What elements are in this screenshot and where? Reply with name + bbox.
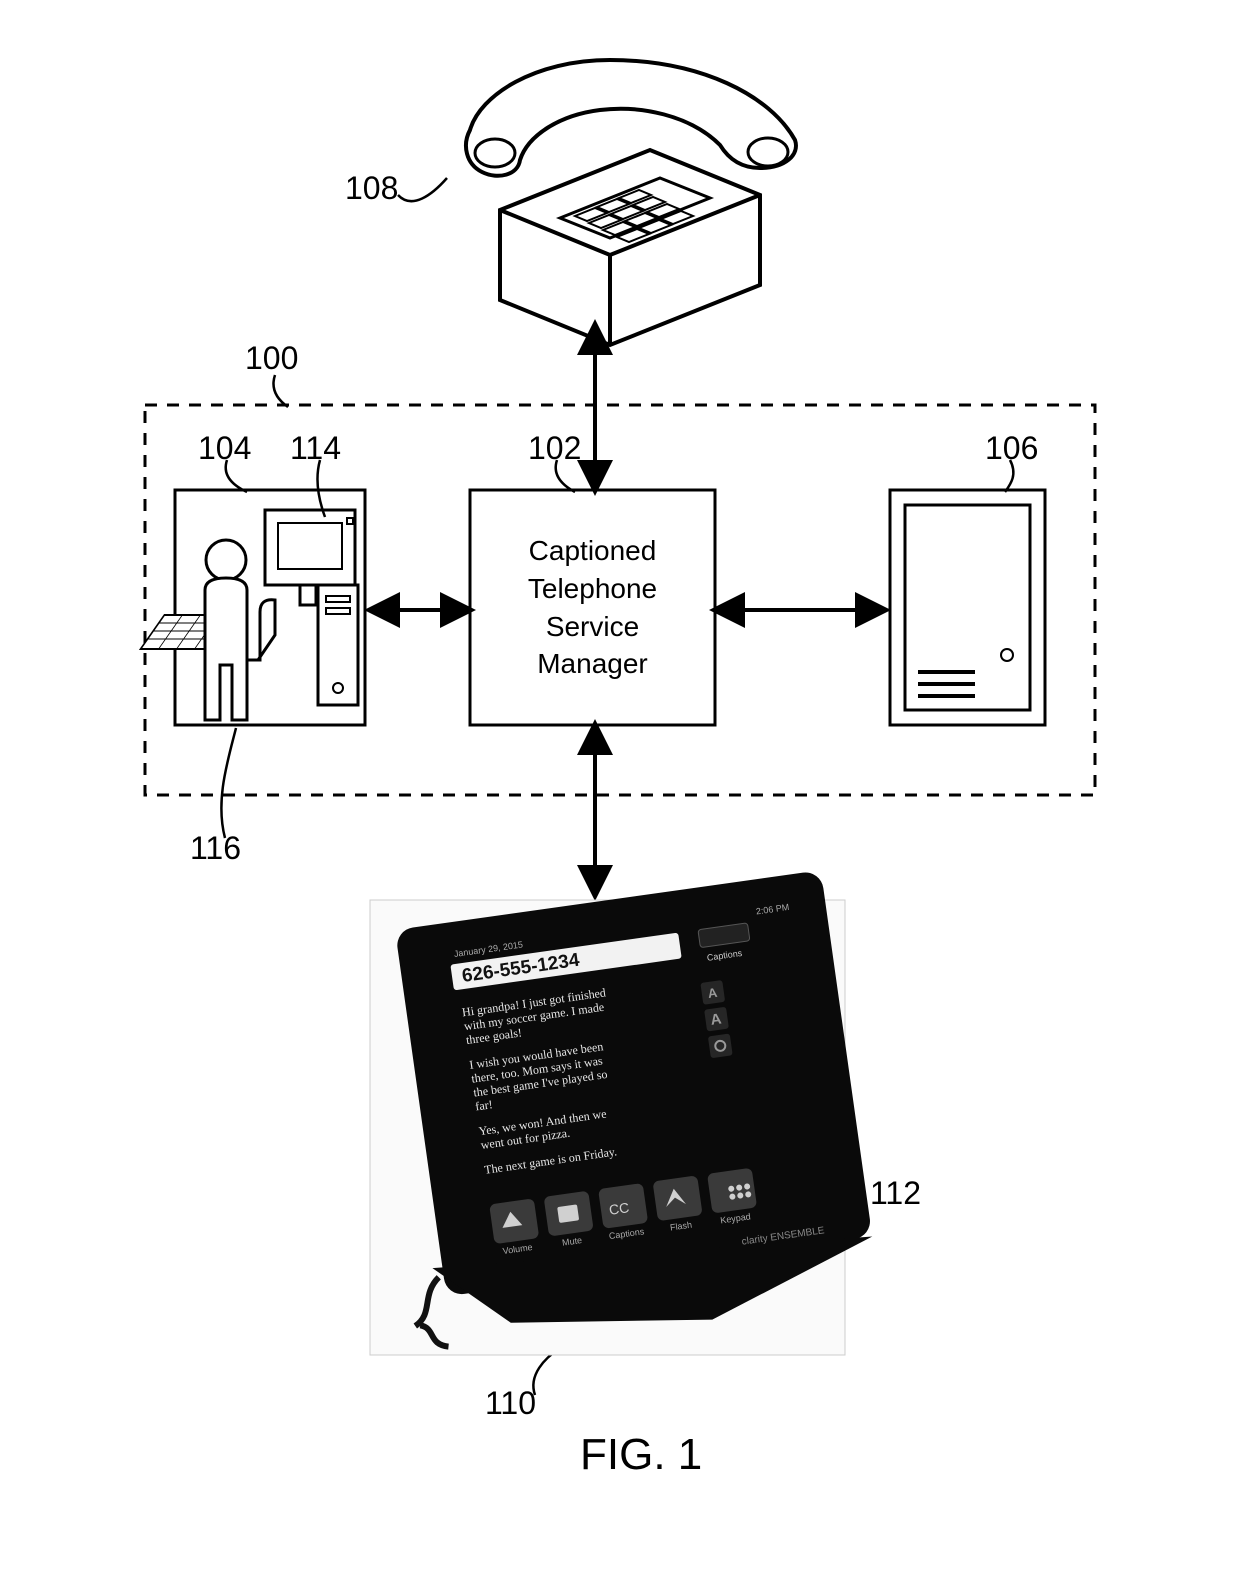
label-116: 116 bbox=[190, 830, 241, 867]
label-114: 114 bbox=[290, 430, 341, 467]
svg-text:far!: far! bbox=[474, 1097, 493, 1113]
figure-caption: FIG. 1 bbox=[580, 1430, 702, 1480]
label-106: 106 bbox=[985, 430, 1038, 467]
label-102: 102 bbox=[528, 430, 581, 467]
telephone-icon bbox=[466, 60, 796, 345]
label-112: 112 bbox=[870, 1175, 921, 1212]
svg-text:CC: CC bbox=[608, 1199, 630, 1218]
figure-canvas: January 29, 2015 2:06 PM 626-555-1234 Ca… bbox=[0, 0, 1240, 1573]
label-110: 110 bbox=[485, 1385, 536, 1422]
label-108: 108 bbox=[345, 170, 398, 207]
label-100: 100 bbox=[245, 340, 298, 377]
server-icon bbox=[905, 505, 1030, 710]
label-104: 104 bbox=[198, 430, 251, 467]
manager-title: Captioned Telephone Service Manager bbox=[470, 490, 715, 725]
captioned-device: January 29, 2015 2:06 PM 626-555-1234 Ca… bbox=[360, 870, 880, 1361]
